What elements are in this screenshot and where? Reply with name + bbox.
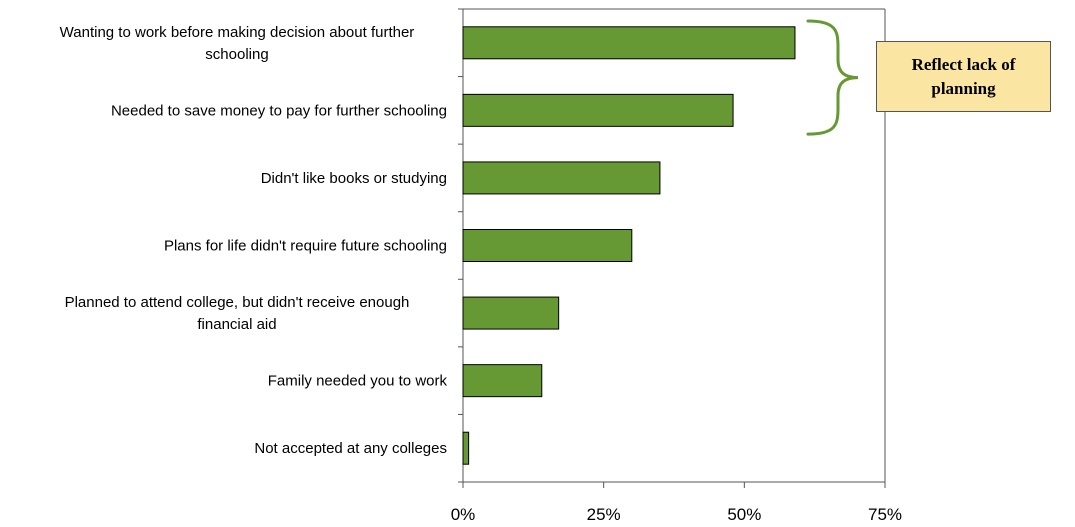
category-label: Didn't like books or studying bbox=[261, 170, 447, 187]
category-label: Needed to save money to pay for further … bbox=[111, 102, 447, 119]
bar bbox=[462, 364, 543, 398]
category-label: Not accepted at any colleges bbox=[254, 440, 447, 457]
x-tick-label: 50% bbox=[727, 505, 761, 524]
category-label-line: Planned to attend college, but didn't re… bbox=[65, 294, 410, 311]
axis-ticks: 0% 25% 50% 75% bbox=[451, 8, 902, 524]
category-label: Wanting to work before making decision a… bbox=[60, 24, 415, 63]
bar bbox=[462, 26, 796, 60]
annotation bbox=[806, 19, 859, 136]
bars bbox=[462, 26, 796, 465]
category-label-line: Didn't like books or studying bbox=[261, 170, 447, 187]
category-label-line: financial aid bbox=[197, 316, 276, 333]
category-label-line: Wanting to work before making decision a… bbox=[60, 24, 415, 41]
x-tick-label: 75% bbox=[868, 505, 902, 524]
annotation-text: Reflect lack of planning bbox=[911, 54, 1016, 98]
annotation-callout: Reflect lack of planning bbox=[876, 41, 1051, 112]
x-tick-label: 25% bbox=[587, 505, 621, 524]
category-label: Planned to attend college, but didn't re… bbox=[65, 294, 410, 333]
bar bbox=[462, 93, 734, 127]
x-tick-label: 0% bbox=[451, 505, 476, 524]
category-label-line: Family needed you to work bbox=[268, 373, 448, 390]
category-label: Family needed you to work bbox=[268, 373, 448, 390]
bar bbox=[462, 161, 661, 195]
category-label-line: Plans for life didn't require future sch… bbox=[164, 238, 447, 255]
bar bbox=[462, 431, 470, 465]
category-label: Plans for life didn't require future sch… bbox=[164, 238, 447, 255]
category-label-line: Needed to save money to pay for further … bbox=[111, 102, 447, 119]
category-labels: Wanting to work before making decision a… bbox=[60, 24, 448, 457]
curly-brace bbox=[806, 19, 859, 136]
category-label-line: schooling bbox=[205, 46, 268, 63]
bar bbox=[462, 296, 560, 330]
category-label-line: Not accepted at any colleges bbox=[254, 440, 447, 457]
bar bbox=[462, 229, 633, 262]
